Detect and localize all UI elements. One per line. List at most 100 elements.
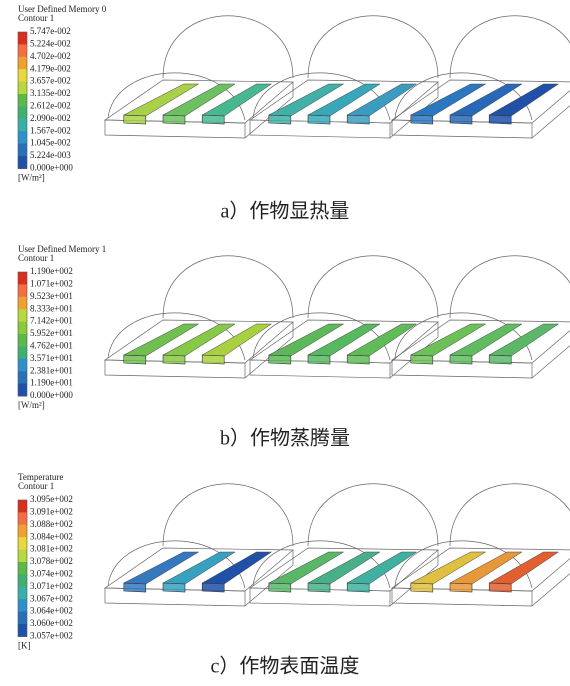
greenhouse [105, 256, 293, 378]
bed-front [124, 583, 146, 592]
bed-front [308, 355, 330, 364]
legend-label: 5.224e-002 [30, 38, 71, 48]
legend-label: 1.071e+002 [30, 278, 73, 288]
legend-title: Contour 1 [18, 481, 54, 491]
bed-front [411, 355, 433, 364]
colorbar-segment [18, 599, 27, 612]
arch-back [308, 16, 438, 78]
greenhouse [250, 16, 438, 138]
legend-label: 2.090e-002 [30, 113, 71, 123]
bed-front [269, 583, 291, 592]
bed-front [124, 115, 146, 124]
bed-front [450, 583, 472, 592]
legend-label: 0.000e+000 [30, 162, 73, 172]
legend-label: 5.952e+001 [30, 328, 73, 338]
legend-label: 3.064e+002 [30, 606, 73, 616]
legend-label: 2.381e+001 [30, 365, 73, 375]
bed-front [347, 583, 369, 592]
colorbar-segment [18, 371, 27, 384]
colorbar-segment [18, 156, 27, 169]
colorbar-segment [18, 500, 27, 513]
arch-back [450, 16, 570, 78]
legend-label: 8.333e+001 [30, 303, 73, 313]
bed-front [347, 115, 369, 124]
panel: User Defined Memory 0Contour 15.747e-002… [18, 4, 570, 223]
legend-label: 3.074e+002 [30, 568, 73, 578]
legend-label: 3.081e+002 [30, 544, 73, 554]
bed-front [269, 355, 291, 364]
legend-label: 0.000e+000 [30, 390, 73, 400]
bed-front [202, 355, 224, 364]
colorbar-segment [18, 612, 27, 625]
legend-label: 3.067e+002 [30, 593, 73, 603]
legend-label: 3.088e+002 [30, 519, 73, 529]
arch-back [450, 484, 570, 546]
colorbar-segment [18, 309, 27, 322]
bed-front [347, 355, 369, 364]
legend-label: 3.135e-002 [30, 88, 71, 98]
legend-label: 4.762e+001 [30, 340, 73, 350]
bed-front [489, 115, 511, 124]
legend-label: 3.657e-002 [30, 76, 71, 86]
legend-label: 5.747e-002 [30, 26, 71, 36]
legend-label: 2.612e-002 [30, 100, 71, 110]
colorbar-segment [18, 284, 27, 297]
colorbar-segment [18, 384, 27, 397]
greenhouse [392, 484, 570, 606]
legend-label: 5.224e-003 [30, 150, 71, 160]
legend-title: Contour 1 [18, 13, 54, 23]
bed-front [489, 355, 511, 364]
legend-label: 3.095e+002 [30, 494, 73, 504]
colorbar-segment [18, 57, 27, 70]
colorbar-segment [18, 94, 27, 107]
colorbar-segment [18, 574, 27, 587]
colorbar-segment [18, 334, 27, 347]
colorbar-segment [18, 144, 27, 157]
bed-front [308, 583, 330, 592]
arch-back [308, 256, 438, 318]
legend-title: Contour 1 [18, 253, 54, 263]
caption: a）作物显热量 [221, 200, 350, 223]
colorbar-segment [18, 69, 27, 82]
colorbar-segment [18, 322, 27, 335]
colorbar-segment [18, 562, 27, 575]
legend-label: 3.060e+002 [30, 618, 73, 628]
legend-label: 4.702e-002 [30, 51, 71, 61]
greenhouse [105, 16, 293, 138]
legend-label: 1.190e+001 [30, 378, 73, 388]
bed-front [450, 355, 472, 364]
legend-unit: [K] [18, 640, 31, 650]
colorbar-segment [18, 624, 27, 637]
bed-front [411, 115, 433, 124]
colorbar-segment [18, 44, 27, 57]
legend-label: 4.179e-002 [30, 63, 71, 73]
caption: b）作物蒸腾量 [220, 427, 350, 450]
colorbar-segment [18, 297, 27, 310]
colorbar-segment [18, 525, 27, 538]
bed-front [163, 355, 185, 364]
greenhouse [250, 484, 438, 606]
legend-label: 1.567e-002 [30, 125, 71, 135]
legend-label: 1.190e+002 [30, 266, 73, 276]
bed-front [411, 583, 433, 592]
bed-front [269, 115, 291, 124]
colorbar-segment [18, 587, 27, 600]
colorbar-segment [18, 119, 27, 132]
arch-back [163, 16, 293, 78]
legend-label: 3.091e+002 [30, 506, 73, 516]
legend-label: 3.078e+002 [30, 556, 73, 566]
legend-unit: [W/m²] [18, 400, 45, 410]
legend-label: 1.045e-002 [30, 138, 71, 148]
bed-front [489, 583, 511, 592]
arch-back [163, 484, 293, 546]
greenhouse [392, 16, 570, 138]
legend-label: 3.571e+001 [30, 353, 73, 363]
arch-back [163, 256, 293, 318]
colorbar-segment [18, 359, 27, 372]
arch-back [308, 484, 438, 546]
colorbar-segment [18, 82, 27, 95]
greenhouse [392, 256, 570, 378]
arch-back [450, 256, 570, 318]
